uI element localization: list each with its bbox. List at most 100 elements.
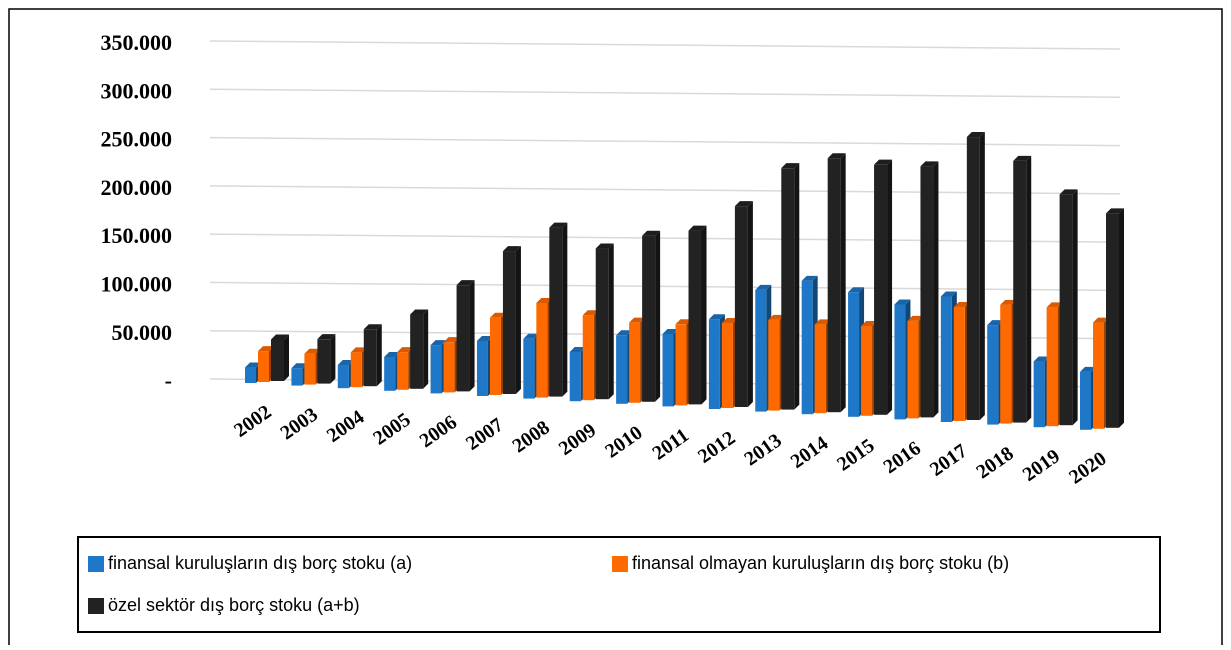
bar-face — [291, 368, 303, 386]
bar-face — [734, 201, 753, 207]
x-tick-label: 2013 — [740, 429, 785, 470]
bar-face — [848, 287, 865, 293]
bar-face — [1000, 304, 1012, 424]
bar-face — [1093, 322, 1105, 429]
legend-box — [77, 536, 1161, 633]
bar-face — [476, 335, 493, 341]
bar-face — [616, 330, 633, 336]
bar-face — [616, 335, 628, 404]
bar-face — [549, 222, 568, 228]
x-tick-label: 2006 — [416, 411, 461, 452]
bar-face — [284, 334, 289, 381]
chart-border — [8, 8, 1223, 645]
bar-face — [642, 230, 661, 236]
bar-face — [595, 248, 609, 400]
y-tick-label: 200.000 — [101, 175, 173, 200]
bar — [827, 153, 846, 413]
bar — [920, 161, 939, 418]
x-tick-label: 2011 — [649, 424, 693, 464]
bar-face — [476, 340, 488, 396]
bar-face — [304, 348, 321, 354]
bar-face — [629, 317, 646, 323]
y-tick-label: 100.000 — [101, 271, 173, 296]
bar-face — [827, 158, 841, 413]
bar-face — [337, 365, 349, 389]
bar — [595, 243, 614, 400]
bar-face — [536, 297, 553, 303]
bar-face — [1046, 302, 1063, 308]
bar-face — [1013, 155, 1032, 161]
bar-face — [608, 243, 614, 400]
bar-face — [940, 291, 957, 297]
bar-face — [489, 312, 506, 318]
bar-face — [907, 320, 919, 419]
bar-face — [536, 302, 548, 398]
bar-face — [861, 325, 873, 416]
bar-face — [781, 168, 795, 410]
bar-face — [794, 163, 800, 410]
bar-face — [840, 153, 846, 413]
bar-face — [848, 292, 860, 417]
bar-face — [502, 251, 516, 394]
x-tick-label: 2012 — [694, 427, 739, 468]
bar — [781, 163, 800, 410]
bar-face — [894, 299, 911, 305]
bar-face — [456, 285, 470, 392]
bar-face — [734, 206, 748, 407]
bar-face — [629, 322, 641, 403]
bar-face — [920, 161, 939, 167]
bar-face — [456, 280, 475, 286]
bar-face — [874, 159, 893, 165]
bar-face — [582, 310, 599, 316]
bar-face — [755, 289, 767, 412]
bar-face — [410, 314, 424, 389]
y-tick-label: 250.000 — [101, 127, 173, 152]
bar-face — [430, 345, 442, 394]
legend-swatch — [88, 556, 104, 572]
bar-face — [814, 319, 831, 325]
bar — [874, 159, 893, 415]
bar — [317, 334, 336, 384]
bar-face — [688, 230, 702, 405]
bar — [1059, 189, 1078, 426]
bar-face — [987, 320, 1004, 326]
bar-face — [887, 159, 893, 415]
bar-face — [953, 302, 970, 308]
bar-face — [747, 201, 753, 407]
y-tick-label: 300.000 — [101, 78, 173, 103]
bar-face — [384, 352, 401, 357]
bar-face — [920, 166, 934, 418]
bar-face — [1033, 361, 1045, 428]
bar-face — [1026, 155, 1032, 423]
bar — [734, 201, 753, 407]
bar-face — [515, 246, 521, 394]
bar-face — [271, 339, 284, 381]
x-tick-label: 2017 — [926, 440, 971, 481]
legend-label: finansal kuruluşların dış borç stoku (a) — [108, 553, 412, 573]
bar-face — [363, 324, 382, 330]
x-tick-label: 2016 — [880, 437, 925, 478]
x-tick-label: 2014 — [787, 432, 832, 473]
bar-face — [523, 338, 535, 399]
bar-face — [642, 235, 656, 402]
bar-face — [708, 319, 720, 409]
bar-face — [1119, 208, 1125, 428]
x-tick-label: 2007 — [462, 414, 507, 455]
x-tick-label: 2002 — [230, 401, 275, 442]
bar-face — [755, 284, 772, 290]
grid-line — [209, 40, 1121, 50]
bar-face — [291, 363, 308, 369]
y-tick-label: 350.000 — [101, 30, 173, 55]
bar-face — [271, 334, 289, 340]
bar-face — [350, 347, 367, 353]
bar — [410, 309, 429, 389]
x-tick-label: 2020 — [1065, 448, 1110, 489]
bar-face — [595, 243, 614, 249]
bar-face — [569, 351, 581, 402]
bar-face — [966, 137, 980, 420]
bar-face — [987, 325, 999, 425]
bar — [642, 230, 661, 402]
bar-face — [768, 319, 780, 411]
bar-face — [781, 163, 800, 169]
bar-face — [443, 342, 455, 393]
